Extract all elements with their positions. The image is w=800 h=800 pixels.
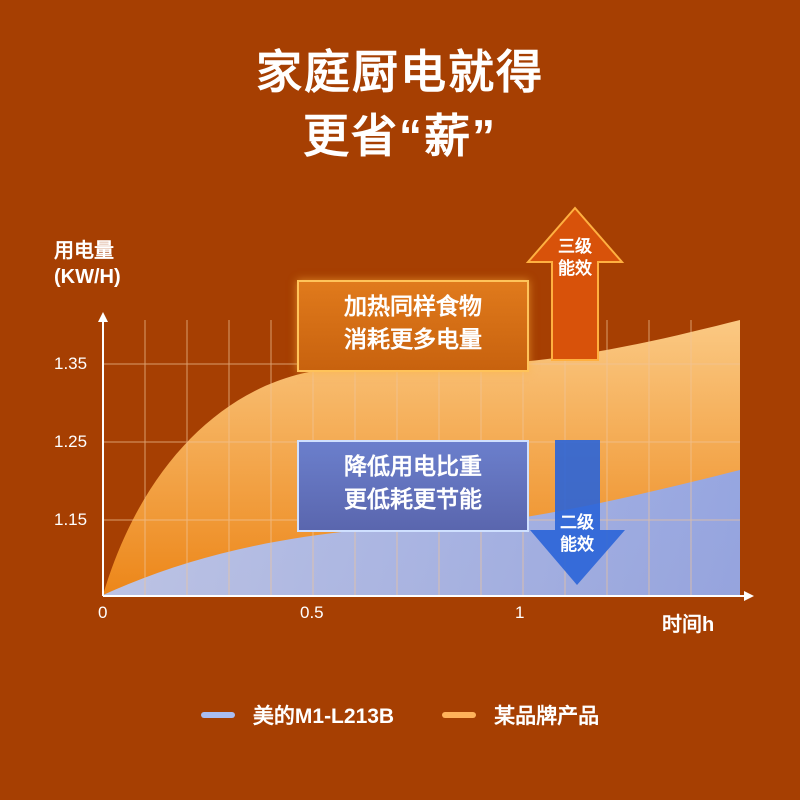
legend-swatch-competitor — [442, 712, 477, 718]
up-arrow-label-line1: 三级 — [558, 237, 592, 256]
midea-callout-line1: 降低用电比重 — [344, 453, 482, 479]
legend-item-midea: 美的M1-L213B — [200, 700, 395, 730]
x-axis-label: 时间h — [662, 614, 715, 636]
y-tick-3: 1.15 — [54, 510, 88, 529]
page-title-line1: 家庭厨电就得 — [256, 46, 544, 98]
competitor-callout-line1: 加热同样食物 — [344, 293, 482, 319]
down-arrow-label: 二级 能效 — [547, 512, 607, 556]
chart-legend: 美的M1-L213B 某品牌产品 — [0, 700, 800, 730]
midea-callout: 降低用电比重 更低耗更节能 — [297, 440, 529, 532]
midea-callout-line2: 更低耗更节能 — [344, 486, 482, 512]
x-tick-05: 0.5 — [300, 603, 324, 622]
up-arrow-label-line2: 能效 — [558, 259, 592, 278]
legend-label-midea: 美的M1-L213B — [252, 705, 395, 728]
y-axis-label-box: 用电量 (KW/H) — [54, 238, 121, 290]
competitor-callout-line2: 消耗更多电量 — [344, 326, 482, 352]
x-tick-0: 0 — [98, 603, 108, 622]
up-arrow-icon — [525, 206, 625, 361]
y-axis-label-unit: (KW/H) — [54, 266, 121, 288]
down-arrow-icon — [530, 440, 625, 585]
page-title-line2: 更省“薪” — [303, 110, 497, 162]
up-arrow-label: 三级 能效 — [545, 236, 605, 280]
legend-item-competitor: 某品牌产品 — [442, 700, 599, 730]
y-tick-2: 1.25 — [54, 432, 88, 451]
y-axis-label-cn: 用电量 — [54, 240, 114, 262]
legend-label-competitor: 某品牌产品 — [494, 705, 600, 728]
down-arrow-label-line1: 二级 — [560, 513, 594, 532]
x-tick-1: 1 — [515, 603, 525, 622]
down-arrow-label-line2: 能效 — [560, 535, 594, 554]
competitor-callout: 加热同样食物 消耗更多电量 — [297, 280, 529, 372]
legend-swatch-midea — [200, 712, 235, 718]
y-tick-1: 1.35 — [54, 354, 88, 373]
